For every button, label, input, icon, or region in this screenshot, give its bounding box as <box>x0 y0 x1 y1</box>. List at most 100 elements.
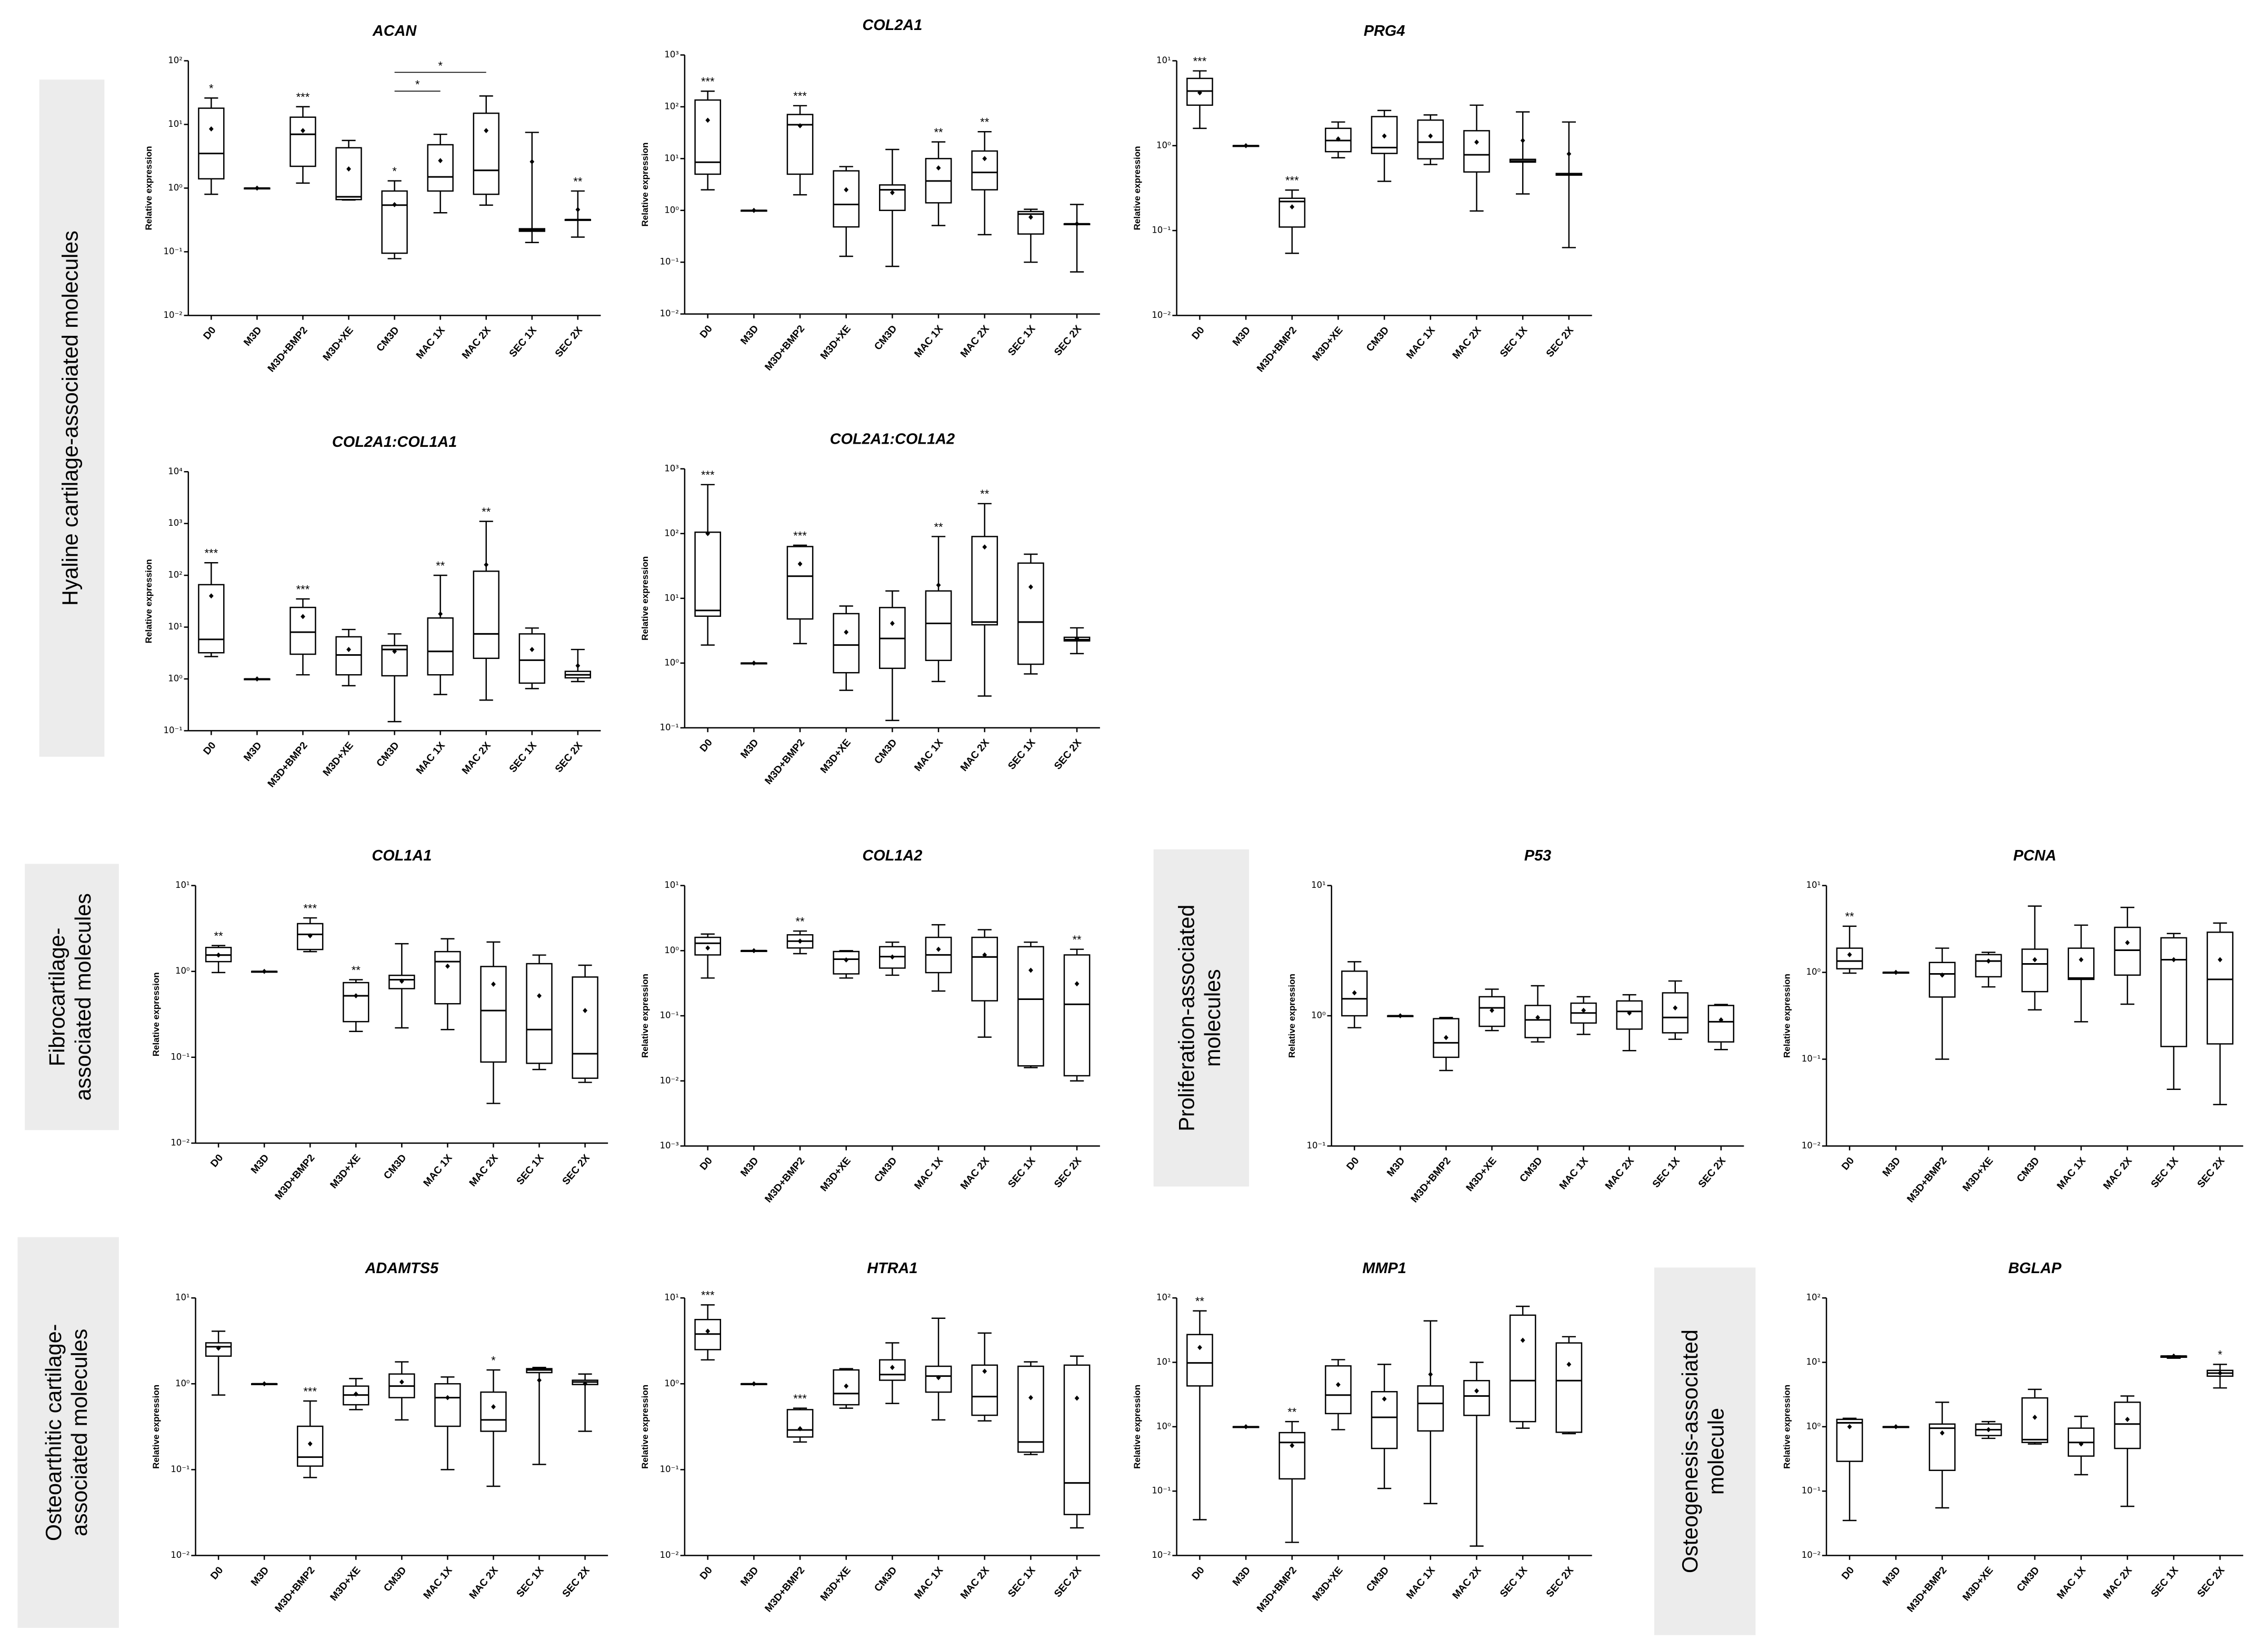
box <box>1186 1334 1213 1387</box>
box <box>971 936 998 1002</box>
mean-marker <box>1986 958 1991 964</box>
x-tick-label: M3D+BMP2 <box>763 1565 807 1614</box>
x-tick-label: MAC 2X <box>958 1565 992 1601</box>
x-tick-label: SEC 1X <box>1651 1155 1682 1190</box>
box <box>1017 946 1044 1067</box>
x-tick-label: MAC 1X <box>912 1155 945 1192</box>
mean-marker <box>751 1381 756 1387</box>
x-tick-label: D0 <box>1190 325 1207 342</box>
x-tick-label: CM3D <box>382 1565 408 1594</box>
mean-marker <box>1382 133 1387 139</box>
mean-marker <box>1940 972 1945 978</box>
box <box>1463 130 1490 173</box>
box <box>1417 119 1444 159</box>
chart-title: P53 <box>1524 847 1551 864</box>
significance: *** <box>296 583 310 596</box>
x-tick-label: SEC 1X <box>1006 737 1038 772</box>
significance: *** <box>793 1392 807 1405</box>
y-tick-label: 10¹ <box>664 153 679 163</box>
box <box>2067 947 2095 980</box>
x-tick-label: MAC 2X <box>2101 1155 2134 1192</box>
box <box>833 950 860 975</box>
mean-marker <box>1428 1372 1433 1377</box>
mean-marker <box>1940 1430 1945 1436</box>
box <box>879 184 906 211</box>
box <box>694 531 722 617</box>
mean-marker <box>1474 1388 1479 1394</box>
x-tick-label: M3D+BMP2 <box>763 737 807 787</box>
group-box <box>25 864 119 1130</box>
x-tick-label: M3D+XE <box>818 737 853 776</box>
x-tick-label: M3D <box>738 323 761 347</box>
box <box>786 546 814 620</box>
box <box>434 1383 461 1427</box>
mean-marker <box>2079 957 2084 963</box>
box <box>1017 1365 1044 1453</box>
box <box>1278 197 1306 228</box>
y-tick-label: 10⁰ <box>175 1378 190 1388</box>
mean-marker <box>346 166 351 172</box>
chart-title: COL2A1:COL1A2 <box>830 431 955 447</box>
mean-marker <box>1673 1005 1678 1010</box>
x-tick-label: SEC 1X <box>507 740 539 775</box>
box <box>2114 926 2141 976</box>
x-tick-label: SEC 1X <box>515 1565 546 1599</box>
x-tick-label: CM3D <box>872 1565 899 1594</box>
y-tick-label: 10⁻¹ <box>1152 225 1171 235</box>
y-tick-label: 10⁻² <box>660 1550 679 1560</box>
box <box>1929 962 1956 998</box>
y-tick-label: 10⁻² <box>1152 1550 1171 1560</box>
box <box>1017 562 1044 665</box>
x-tick-label: CM3D <box>872 323 899 352</box>
significance: ** <box>980 487 990 501</box>
y-axis-label: Relative expression <box>640 556 650 641</box>
box <box>2114 1402 2141 1449</box>
x-tick-label: CM3D <box>872 1155 899 1184</box>
x-tick-label: M3D <box>1231 1565 1253 1588</box>
box <box>1555 1342 1583 1433</box>
x-tick-label: MAC 2X <box>467 1153 501 1189</box>
mean-marker <box>1336 136 1341 142</box>
box <box>572 976 598 1079</box>
mean-marker <box>438 611 443 617</box>
x-tick-label: D0 <box>1840 1155 1856 1172</box>
x-tick-label: M3D <box>242 325 264 348</box>
mean-marker <box>936 582 941 588</box>
y-tick-label: 10³ <box>664 463 679 473</box>
x-tick-label: D0 <box>208 1153 225 1169</box>
y-tick-label: 10³ <box>168 518 183 528</box>
mean-marker <box>797 561 803 567</box>
mean-marker <box>575 207 581 213</box>
x-tick-label: SEC 1X <box>2149 1565 2181 1599</box>
x-tick-label: D0 <box>202 740 218 757</box>
x-tick-label: M3D+XE <box>328 1565 363 1603</box>
x-tick-label: D0 <box>1840 1565 1856 1582</box>
box <box>480 966 507 1063</box>
x-tick-label: MAC 1X <box>2055 1565 2088 1601</box>
x-tick-label: MAC 1X <box>1404 1565 1437 1601</box>
x-tick-label: MAC 1X <box>1557 1155 1591 1192</box>
significance: ** <box>934 126 943 139</box>
mean-marker <box>2032 957 2037 963</box>
comparison-label: * <box>438 59 443 72</box>
chart-title: HTRA1 <box>867 1260 917 1277</box>
significance: *** <box>701 75 715 88</box>
x-tick-label: D0 <box>208 1565 225 1582</box>
y-tick-label: 10⁰ <box>168 183 183 193</box>
x-tick-label: MAC 2X <box>958 1155 992 1192</box>
y-tick-label: 10⁻² <box>660 1075 679 1085</box>
y-axis-label: Relative expression <box>1782 974 1792 1058</box>
x-tick-label: MAC 1X <box>422 1565 455 1601</box>
box <box>1836 947 1863 969</box>
box <box>1463 1380 1490 1416</box>
x-tick-label: M3D+XE <box>1961 1155 1995 1194</box>
y-axis-label: Relative expression <box>1287 974 1297 1058</box>
y-tick-label: 10⁻² <box>171 1550 189 1560</box>
y-tick-label: 10¹ <box>1806 880 1821 890</box>
y-tick-label: 10² <box>664 528 679 538</box>
y-tick-label: 10⁻¹ <box>1152 1486 1171 1496</box>
x-tick-label: M3D+BMP2 <box>266 325 310 374</box>
x-tick-label: M3D <box>242 740 264 764</box>
x-tick-label: MAC 1X <box>912 1565 945 1601</box>
mean-marker <box>491 982 496 987</box>
